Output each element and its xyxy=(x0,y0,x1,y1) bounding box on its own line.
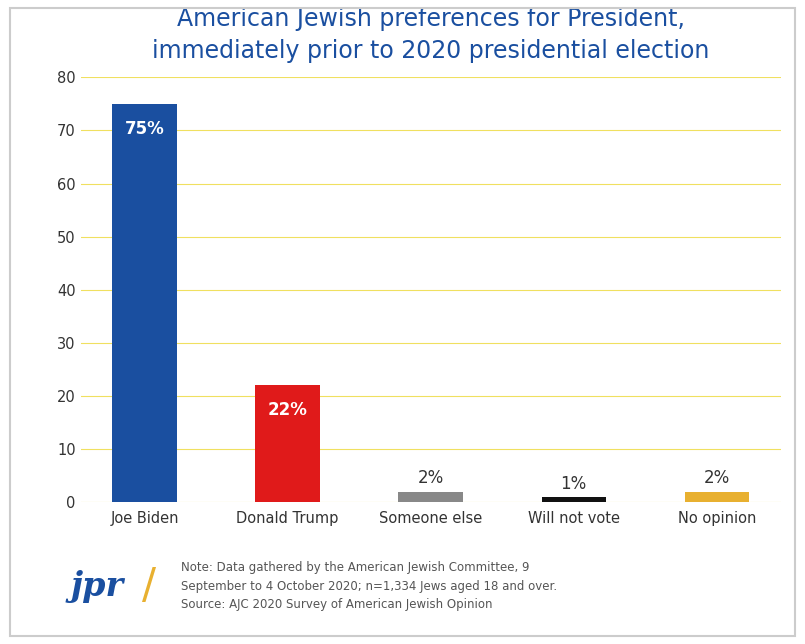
Text: /: / xyxy=(142,565,156,607)
Text: jpr: jpr xyxy=(70,569,123,603)
Bar xyxy=(684,492,749,502)
Text: 2%: 2% xyxy=(704,469,730,488)
Title: American Jewish preferences for President,
immediately prior to 2020 presidentia: American Jewish preferences for Presiden… xyxy=(152,7,709,63)
Text: 75%: 75% xyxy=(125,120,164,138)
Bar xyxy=(113,104,177,502)
Text: Note: Data gathered by the American Jewish Committee, 9
September to 4 October 2: Note: Data gathered by the American Jewi… xyxy=(181,561,557,611)
Bar xyxy=(398,492,463,502)
Text: 2%: 2% xyxy=(418,469,444,488)
Bar xyxy=(255,385,320,502)
Text: 1%: 1% xyxy=(560,475,587,493)
Text: 22%: 22% xyxy=(268,401,308,419)
Bar xyxy=(542,497,606,502)
